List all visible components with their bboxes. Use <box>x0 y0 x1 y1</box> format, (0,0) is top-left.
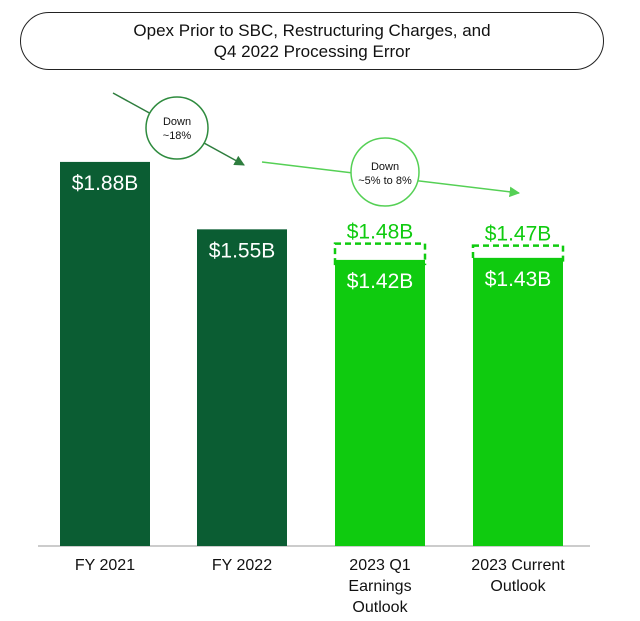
category-label-2-line-1: Earnings <box>348 578 411 595</box>
annotation-circle-0 <box>145 96 209 160</box>
category-label-0-line-0: FY 2021 <box>75 557 135 574</box>
category-label-2-line-2: Outlook <box>352 599 408 616</box>
category-label-2-line-0: 2023 Q1 <box>349 557 410 574</box>
category-label-1-line-0: FY 2022 <box>212 557 272 574</box>
bar-value-label-1: $1.55B <box>209 239 276 262</box>
bar-value-label-2: $1.42B <box>347 270 414 293</box>
bar-3 <box>473 257 563 546</box>
bar-value-label-0: $1.88B <box>72 172 139 195</box>
chart-title: Opex Prior to SBC, Restructuring Charges… <box>20 12 604 70</box>
range-high-label-3: $1.47B <box>485 223 552 246</box>
category-label-3-line-1: Outlook <box>490 578 546 595</box>
chart-title-line-2: Q4 2022 Processing Error <box>213 42 411 61</box>
annotation-text-1-line-0: Down <box>371 161 399 173</box>
bar-1 <box>197 229 287 546</box>
chart-title-line-1: Opex Prior to SBC, Restructuring Charges… <box>133 21 491 40</box>
bar-0 <box>60 161 150 546</box>
bar-value-label-3: $1.43B <box>485 268 552 291</box>
annotation-text-1-line-1: ~5% to 8% <box>358 175 412 187</box>
bar-2 <box>335 259 425 546</box>
range-high-label-2: $1.48B <box>347 221 414 244</box>
category-label-3-line-0: 2023 Current <box>471 557 565 574</box>
annotation-circle-1 <box>350 137 420 207</box>
annotation-text-0-line-1: ~18% <box>163 130 192 142</box>
annotation-text-0-line-0: Down <box>163 116 191 128</box>
